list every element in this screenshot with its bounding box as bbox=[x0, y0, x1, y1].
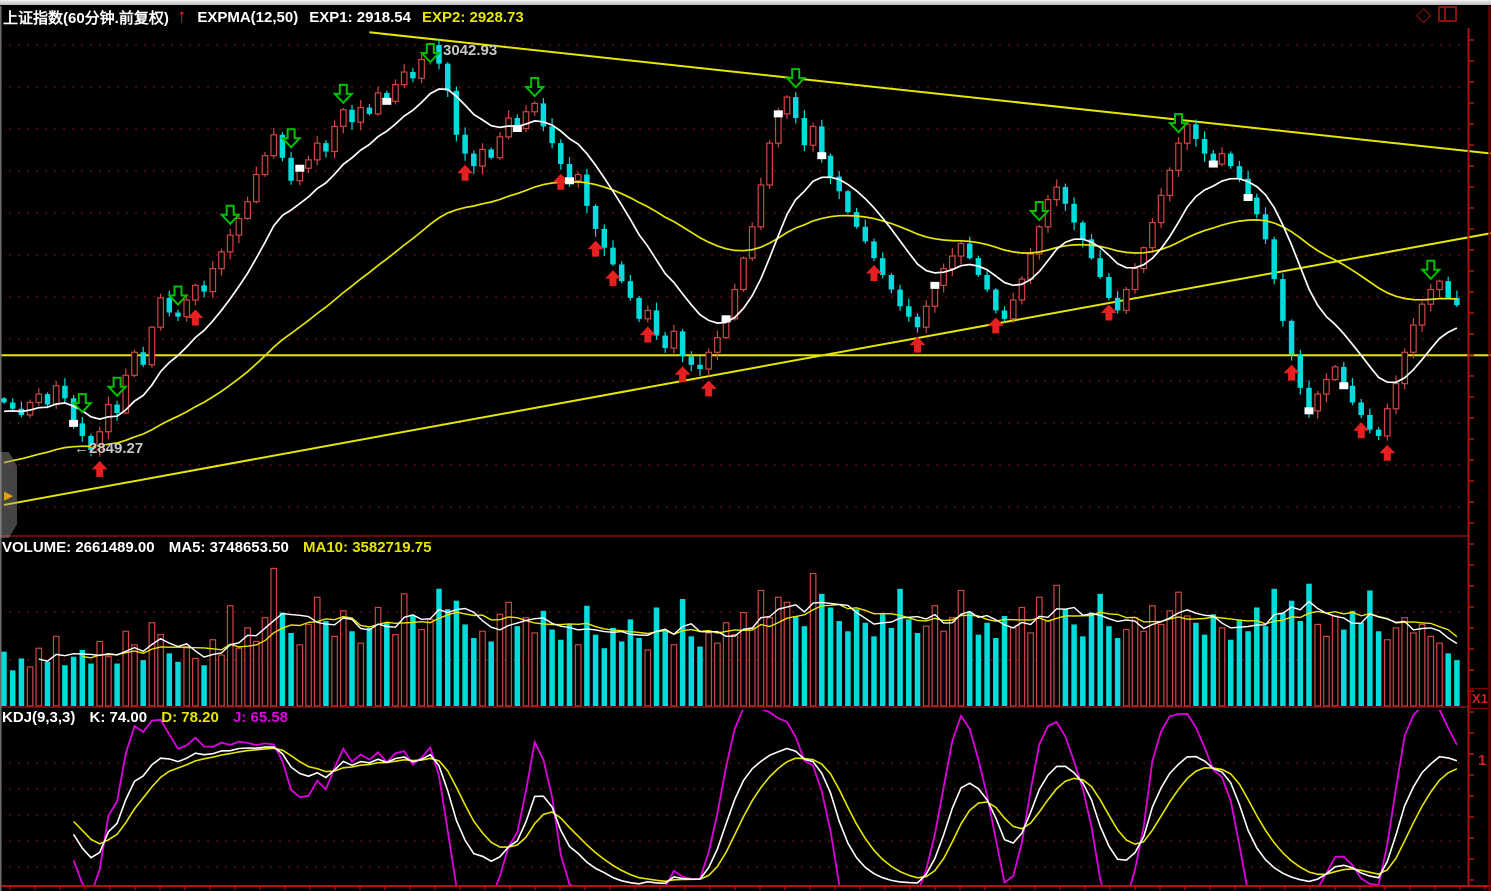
exp2-value: EXP2: 2928.73 bbox=[421, 8, 524, 26]
titlebar-corner-icons: ◇ bbox=[1416, 2, 1458, 26]
exp1-value: EXP1: 2918.54 bbox=[309, 8, 411, 26]
chart-title: 上证指数(60分钟.前复权) bbox=[3, 9, 169, 27]
volume-ma5-value: MA5: 3748653.50 bbox=[168, 539, 289, 556]
up-arrow-icon: ↑ bbox=[176, 6, 187, 27]
low-price-label: ←2849.27 bbox=[74, 440, 144, 457]
window-top-edge bbox=[0, 0, 1491, 5]
expander-arrow-icon: ▶ bbox=[4, 489, 13, 502]
kdj-name: KDJ(9,3,3) bbox=[2, 709, 76, 726]
kdj-axis-partial-label: 1 bbox=[1478, 752, 1487, 769]
kdj-pane-header: KDJ(9,3,3) K: 74.00 D: 78.20 J: 65.58 bbox=[2, 709, 298, 726]
kdj-d-value: D: 78.20 bbox=[161, 709, 219, 726]
split-window-icon[interactable] bbox=[1438, 6, 1458, 22]
volume-value: VOLUME: 2661489.00 bbox=[2, 539, 155, 556]
kdj-k-value: K: 74.00 bbox=[89, 709, 148, 726]
zoom-level-badge[interactable]: X1 bbox=[1470, 688, 1490, 709]
peak-price-label: 3042.93 bbox=[443, 42, 498, 59]
indicator-name: EXPMA(12,50) bbox=[197, 8, 299, 26]
diamond-icon[interactable]: ◇ bbox=[1416, 3, 1432, 26]
chart-title-bar: 上证指数(60分钟.前复权) ↑ EXPMA(12,50) EXP1: 2918… bbox=[3, 6, 535, 28]
sidebar-expander[interactable]: ▶ bbox=[0, 452, 17, 538]
volume-ma10-value: MA10: 3582719.75 bbox=[303, 539, 432, 556]
volume-pane-header: VOLUME: 2661489.00 MA5: 3748653.50 MA10:… bbox=[2, 539, 441, 556]
kdj-j-value: J: 65.58 bbox=[232, 709, 289, 726]
